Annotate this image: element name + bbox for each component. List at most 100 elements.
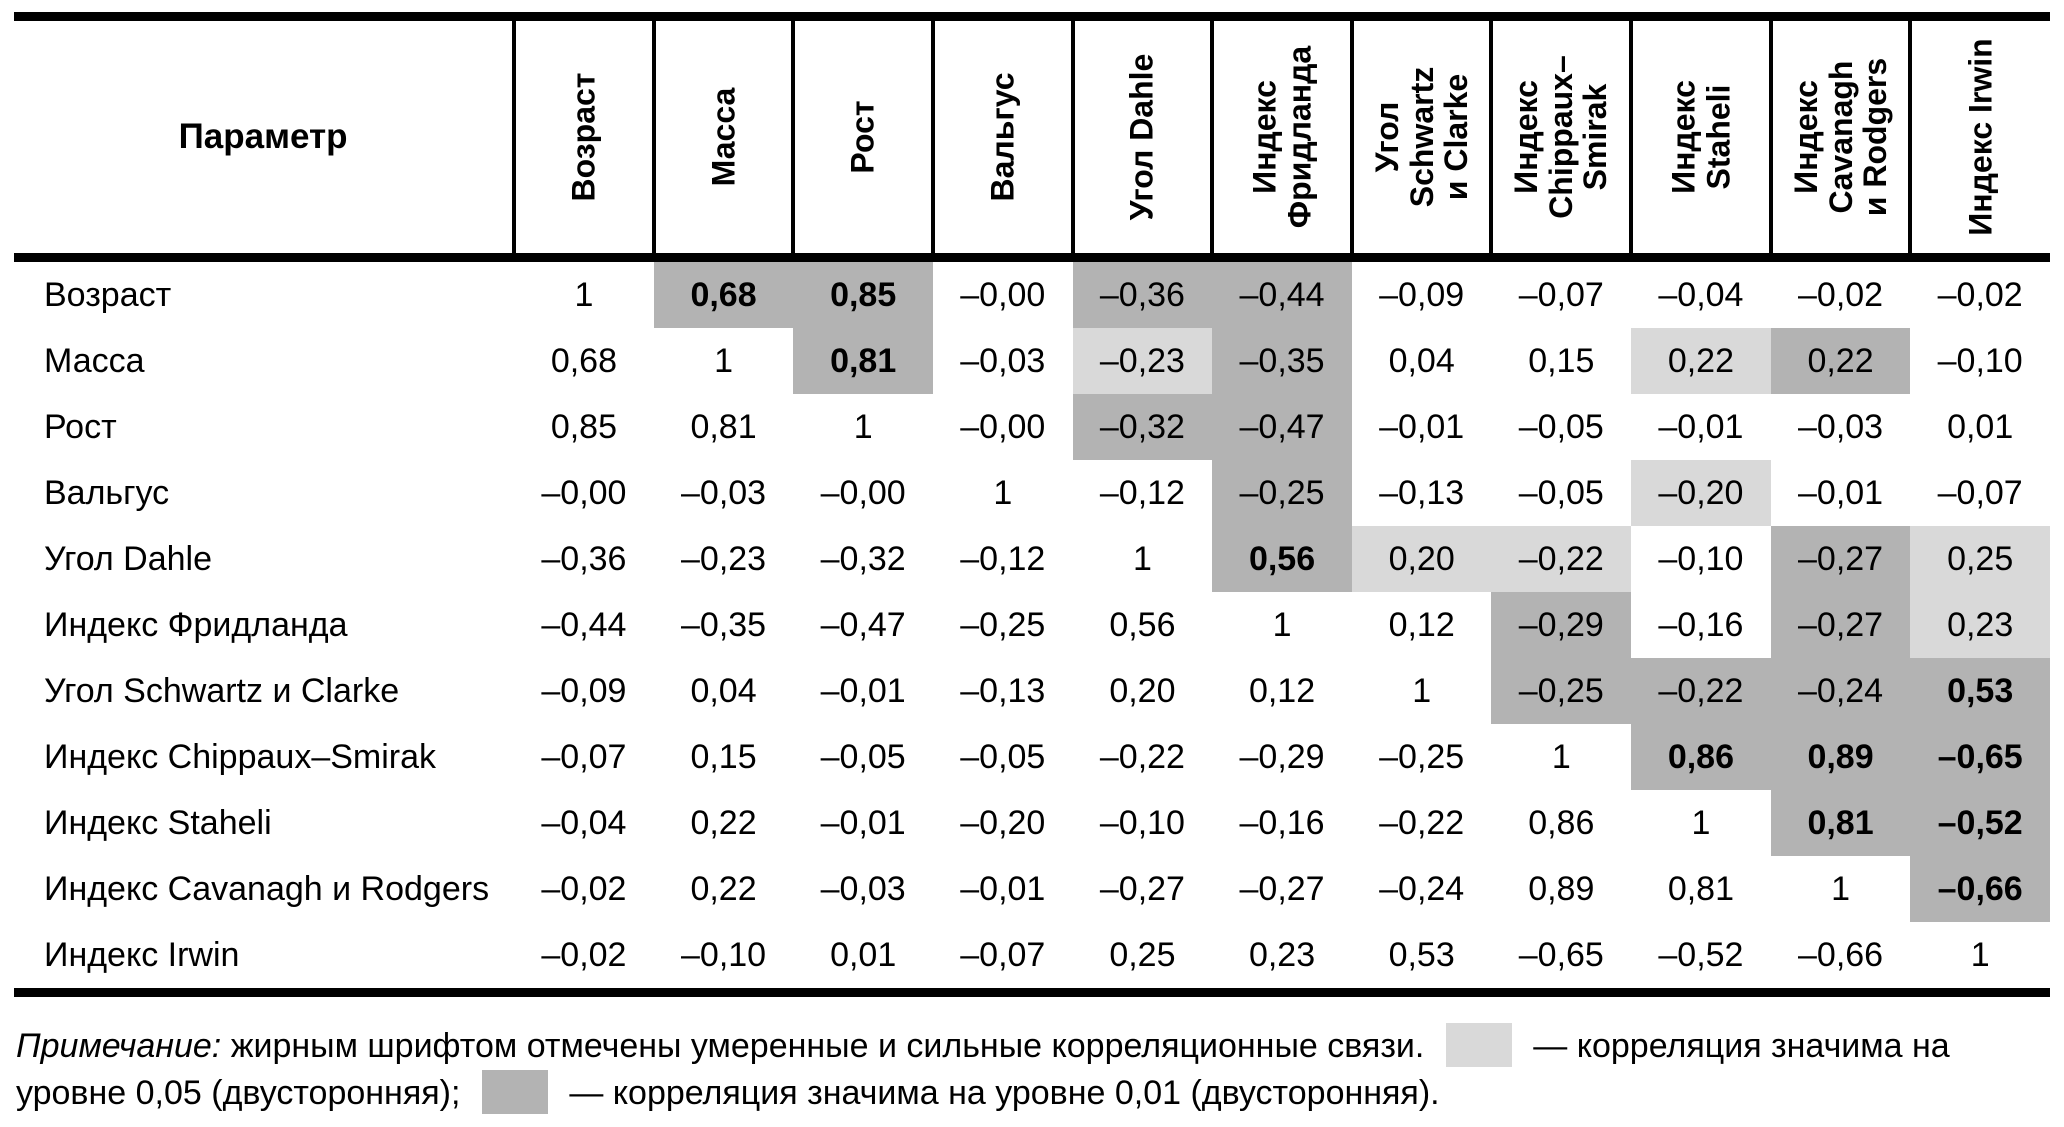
column-header-label: Масса: [705, 87, 742, 187]
column-header-vozrast: Возраст: [512, 16, 654, 258]
table-row: Индекс Cavanagh и Rodgers –0,02 0,22 –0,03 –…: [14, 856, 2050, 922]
correlation-cell: 0,22: [690, 803, 757, 842]
correlation-cell: –0,07: [1937, 473, 2023, 512]
correlation-cell: –0,32: [1072, 394, 1213, 460]
table-row: Угол Dahle –0,36 –0,23 –0,32 –0,12 1 0,56 0,20–…: [14, 526, 2050, 592]
correlation-cell: –0,07: [1518, 275, 1604, 314]
correlation-cell: –0,16: [1658, 605, 1744, 644]
correlation-cell: 1: [1831, 869, 1850, 908]
correlation-cell: –0,13: [1379, 473, 1465, 512]
correlation-cell: –0,10: [1937, 341, 2023, 380]
correlation-cell: 0,12: [1388, 605, 1455, 644]
correlation-cell: 1: [1970, 935, 1990, 974]
column-header-index-chippaux-smirak: Индекс Chippaux– Smirak: [1489, 16, 1632, 258]
row-label: Масса: [44, 341, 145, 380]
note-body: жирным шрифтом отмечены умеренные и силь…: [230, 1027, 1425, 1065]
correlation-cell: –0,01: [1798, 473, 1884, 512]
correlation-cell: –0,22: [1491, 526, 1632, 592]
column-header-index-staheli: Индекс Staheli: [1629, 16, 1771, 258]
correlation-cell: –0,01: [1379, 407, 1465, 446]
correlation-cell: –0,02: [541, 935, 627, 974]
correlation-cell: –0,05: [1518, 407, 1604, 446]
correlation-cell: –0,27: [1099, 869, 1185, 908]
corner-header-parameter: Параметр: [178, 117, 348, 156]
correlation-cell: –0,27: [1770, 592, 1911, 658]
correlation-cell: 0,85: [793, 257, 933, 328]
correlation-cell: –0,02: [541, 869, 627, 908]
correlation-cell: 0,04: [1388, 341, 1455, 380]
correlation-cell: –0,00: [960, 407, 1046, 446]
correlation-cell: 0,86: [1631, 724, 1771, 790]
row-label: Индекс Staheli: [44, 803, 272, 842]
correlation-cell: –0,22: [1099, 737, 1185, 776]
row-label: Возраст: [44, 275, 172, 314]
correlation-cell: 1: [993, 473, 1013, 512]
correlation-cell: –0,12: [960, 539, 1046, 578]
column-header-label: Вальгус: [984, 72, 1021, 202]
correlation-cell: 0,15: [690, 737, 757, 776]
correlation-cell: 0,25: [1109, 935, 1176, 974]
row-label: Угол Dahle: [44, 539, 213, 578]
correlation-cell: –0,47: [1212, 394, 1352, 460]
correlation-cell: –0,01: [960, 869, 1046, 908]
legend-swatch-dark-gray: [481, 1069, 548, 1114]
correlation-cell: –0,05: [960, 737, 1046, 776]
correlation-cell: –0,02: [1937, 275, 2023, 314]
correlation-cell: 1: [1691, 803, 1711, 842]
column-header-ugol-schwartz-clarke: Угол Schwartz и Clarke: [1349, 16, 1492, 258]
correlation-cell: 1: [1272, 605, 1292, 644]
note-legend-001: — корреляция значима на уровне 0,01 (дву…: [569, 1073, 1440, 1112]
correlation-cell: –0,20: [1631, 460, 1771, 526]
table-row: Индекс Irwin –0,02 –0,10 0,01 –0,07 0,25 0,23 0…: [14, 922, 2050, 993]
correlation-cell: 0,20: [1351, 526, 1492, 592]
table-row: Масса 0,68 1 0,81 –0,03 –0,23 –0,35 0,04 0,15 0,2…: [14, 328, 2050, 394]
column-header-label: Угол Schwartz и Clarke: [1368, 66, 1474, 208]
correlation-cell: –0,10: [1099, 803, 1185, 842]
correlation-cell: 0,68: [550, 341, 618, 380]
row-label: Вальгус: [44, 473, 170, 512]
column-header-label: Индекс Cavanagh и Rodgers: [1787, 57, 1893, 217]
correlation-cell: –0,36: [541, 539, 627, 578]
correlation-cell: –0,01: [820, 803, 906, 842]
correlation-cell: –0,66: [1798, 935, 1884, 974]
correlation-cell: 1: [853, 407, 873, 446]
row-label: Индекс Chippaux–Smirak: [44, 737, 437, 776]
correlation-cell: –0,23: [681, 539, 767, 578]
correlation-cell: –0,02: [1798, 275, 1884, 314]
correlation-cell: –0,09: [1379, 275, 1465, 314]
correlation-cell: –0,20: [960, 803, 1046, 842]
column-header-label: Индекс Irwin: [1962, 38, 1999, 236]
table-row: Рост 0,85 0,81 1 –0,00 –0,32 –0,47 –0,01 –0,05 –0…: [14, 394, 2050, 460]
correlation-cell: 0,81: [793, 328, 933, 394]
correlation-cell: –0,07: [541, 737, 627, 776]
correlation-cell: –0,03: [820, 869, 906, 908]
correlation-cell: –0,25: [1212, 460, 1352, 526]
correlation-cell: 0,53: [1388, 935, 1455, 974]
correlation-cell: –0,03: [1798, 407, 1884, 446]
correlation-cell: 0,23: [1910, 592, 2050, 658]
column-header-label: Индекс Фридланда: [1246, 45, 1318, 229]
correlation-cell: –0,01: [1658, 407, 1744, 446]
correlation-cell: –0,29: [1239, 737, 1325, 776]
correlation-cell: 1: [574, 275, 594, 314]
correlation-cell: –0,25: [1379, 737, 1465, 776]
correlation-cell: –0,44: [1212, 257, 1352, 328]
table-row: Возраст 1 0,68 0,85 –0,00 –0,36 –0,44 –0,09 –0,0…: [14, 257, 2050, 328]
correlation-cell: –0,47: [820, 605, 906, 644]
column-header-ugol-dahle: Угол Dahle: [1070, 16, 1213, 258]
correlation-cell: 0,15: [1528, 341, 1595, 380]
correlation-cell: –0,03: [681, 473, 767, 512]
correlation-cell: 1: [714, 341, 733, 380]
row-label: Рост: [44, 407, 117, 446]
correlation-cell: –0,00: [820, 473, 906, 512]
correlation-cell: –0,10: [1658, 539, 1744, 578]
correlation-cell: 0,22: [1770, 328, 1911, 394]
row-label: Индекс Cavanagh и Rodgers: [44, 869, 490, 908]
correlation-cell: 0,04: [690, 671, 757, 710]
correlation-cell: 0,01: [830, 935, 897, 974]
column-header-index-cavanagh-rodgers: Индекс Cavanagh и Rodgers: [1768, 16, 1911, 258]
correlation-cell: 0,81: [1667, 869, 1735, 908]
correlation-cell: –0,13: [960, 671, 1046, 710]
table-row: Индекс Фридланда –0,44 –0,35 –0,47 –0,25 0,56…: [14, 592, 2050, 658]
correlation-cell: –0,29: [1491, 592, 1632, 658]
